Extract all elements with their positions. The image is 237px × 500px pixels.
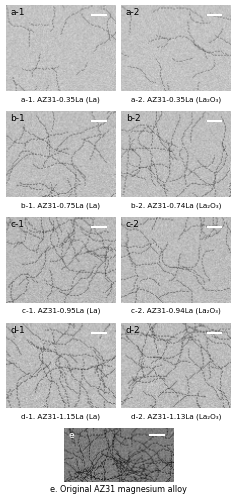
Text: e: e <box>68 430 74 440</box>
Text: e. Original AZ31 magnesium alloy: e. Original AZ31 magnesium alloy <box>50 484 187 494</box>
Text: d-1. AZ31-1.15La (La): d-1. AZ31-1.15La (La) <box>21 414 100 420</box>
Text: b-2: b-2 <box>126 114 141 124</box>
Text: d-2: d-2 <box>126 326 141 335</box>
Text: a-1. AZ31-0.35La (La): a-1. AZ31-0.35La (La) <box>21 96 100 102</box>
Text: c-1. AZ31-0.95La (La): c-1. AZ31-0.95La (La) <box>22 308 100 314</box>
Text: a-2: a-2 <box>126 8 140 18</box>
Text: b-1: b-1 <box>10 114 25 124</box>
Text: b-1. AZ31-0.75La (La): b-1. AZ31-0.75La (La) <box>21 202 100 208</box>
Text: d-2. AZ31-1.13La (La₂O₃): d-2. AZ31-1.13La (La₂O₃) <box>131 414 221 420</box>
Text: c-2. AZ31-0.94La (La₂O₃): c-2. AZ31-0.94La (La₂O₃) <box>131 308 221 314</box>
Text: b-2. AZ31-0.74La (La₂O₃): b-2. AZ31-0.74La (La₂O₃) <box>131 202 221 208</box>
Text: a-1: a-1 <box>10 8 25 18</box>
Text: c-2: c-2 <box>126 220 140 229</box>
Text: a-2. AZ31-0.35La (La₂O₃): a-2. AZ31-0.35La (La₂O₃) <box>131 96 221 102</box>
Text: c-1: c-1 <box>10 220 24 229</box>
Text: d-1: d-1 <box>10 326 25 335</box>
